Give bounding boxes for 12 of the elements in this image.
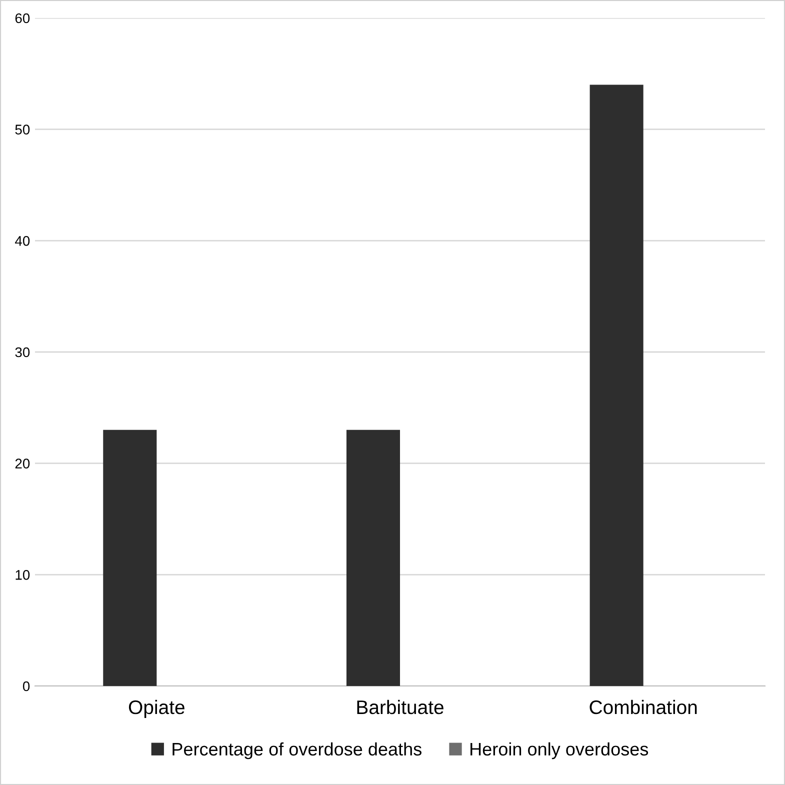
y-tick-label: 10 bbox=[16, 570, 30, 580]
y-tick-label: 40 bbox=[15, 236, 30, 246]
y-tick-label: 50 bbox=[15, 124, 30, 135]
y-tick-label: 60 bbox=[15, 13, 30, 24]
x-tick-label: Barbituate bbox=[357, 700, 444, 714]
y-tick-label: 0 bbox=[22, 681, 30, 692]
legend-label: Heroin only overdoses bbox=[470, 742, 648, 760]
y-tick-label: 20 bbox=[15, 458, 30, 469]
x-tick-label: Combination bbox=[590, 700, 697, 714]
x-tick-label: Opiate bbox=[128, 700, 184, 718]
y-tick-label: 30 bbox=[15, 347, 30, 358]
legend-label: Percentage of overdose deaths bbox=[172, 742, 422, 760]
